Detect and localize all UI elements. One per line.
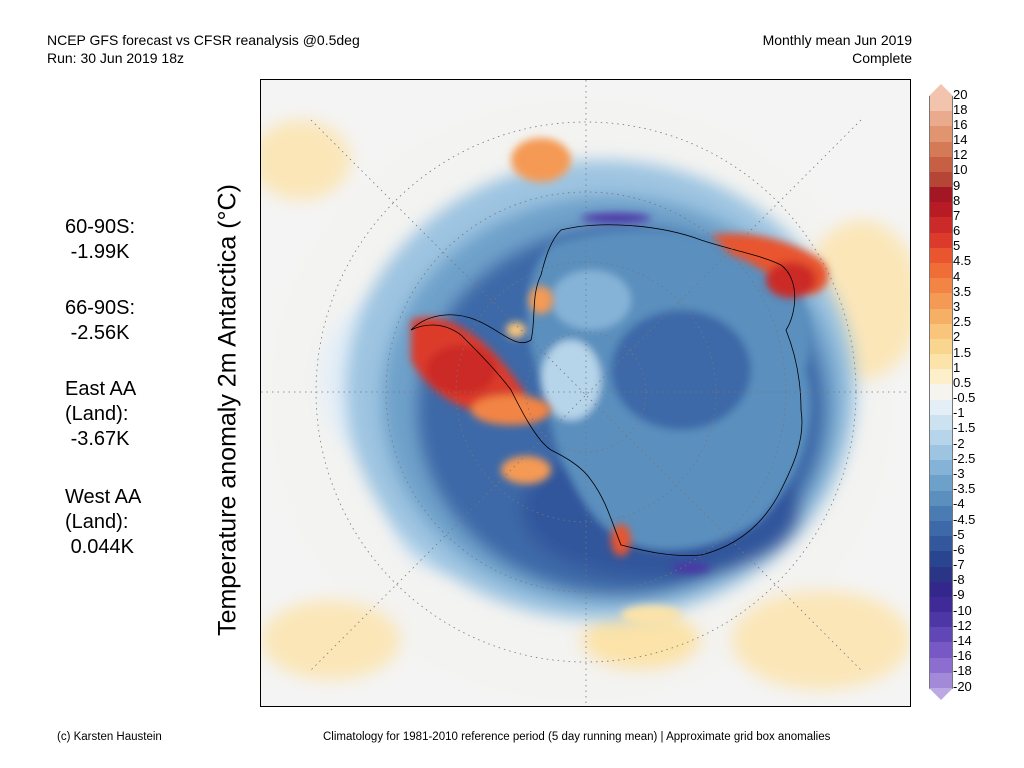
colorbar-cell bbox=[929, 399, 953, 416]
colorbar-label: -12 bbox=[953, 617, 972, 633]
colorbar-label: -5 bbox=[953, 526, 965, 542]
y-axis-label: Temperature anomaly 2m Antarctica (°C) bbox=[213, 184, 242, 636]
colorbar-top-arrow bbox=[929, 84, 953, 96]
colorbar-label: 2 bbox=[953, 329, 961, 345]
colorbar-cell bbox=[929, 384, 953, 401]
colorbar-label: 1 bbox=[953, 359, 961, 375]
colorbar-cell bbox=[929, 308, 953, 325]
colorbar-cell bbox=[929, 566, 953, 583]
colorbar-label: 2.5 bbox=[953, 314, 972, 330]
colorbar-cell bbox=[929, 338, 953, 355]
stat-66-90s: 66-90S: -2.56K bbox=[65, 297, 136, 344]
coastline bbox=[410, 224, 803, 556]
colorbar-label: -2 bbox=[953, 435, 965, 451]
climatology-note: Climatology for 1981-2010 reference peri… bbox=[323, 731, 831, 743]
colorbar-cell bbox=[929, 354, 953, 370]
colorbar-label: 1.5 bbox=[953, 344, 972, 360]
colorbar-cell bbox=[929, 429, 953, 446]
colorbar-label: -20 bbox=[953, 678, 972, 694]
colorbar-cell bbox=[929, 596, 953, 613]
colorbar-cell bbox=[929, 672, 953, 689]
colorbar-cell bbox=[929, 111, 953, 127]
colorbar-label: 0.5 bbox=[953, 374, 972, 390]
credit: (c) Karsten Haustein bbox=[57, 731, 162, 743]
colorbar-label: -1 bbox=[953, 405, 965, 421]
colorbar-cell bbox=[929, 217, 953, 234]
colorbar-label: -3.5 bbox=[953, 481, 976, 497]
colorbar-label: -10 bbox=[953, 602, 972, 618]
colorbar-label: -8 bbox=[953, 572, 965, 588]
colorbar-label: -6 bbox=[953, 541, 965, 557]
stat-west-aa: West AA (Land): 0.044K bbox=[65, 486, 142, 558]
colorbar-label: 20 bbox=[953, 86, 968, 102]
colorbar-cell bbox=[929, 581, 953, 598]
colorbar-cell bbox=[929, 445, 953, 461]
colorbar-label: -16 bbox=[953, 648, 972, 664]
colorbar-cell bbox=[929, 475, 953, 492]
colorbar-cell bbox=[929, 156, 953, 173]
colorbar-label: -4 bbox=[953, 496, 965, 512]
colorbar-cell bbox=[929, 490, 953, 507]
colorbar-label: 16 bbox=[953, 116, 968, 132]
colorbar-cell bbox=[929, 627, 953, 644]
colorbar-bottom-arrow bbox=[929, 688, 953, 700]
colorbar-label: 9 bbox=[953, 177, 961, 193]
colorbar-label: 18 bbox=[953, 101, 968, 117]
colorbar-cell bbox=[929, 551, 953, 568]
colorbar-label: 10 bbox=[953, 162, 968, 178]
colorbar-cell bbox=[929, 262, 953, 279]
colorbar-label: -1.5 bbox=[953, 420, 976, 436]
stat-east-aa: East AA (Land): -3.67K bbox=[65, 378, 137, 450]
colorbar-label: -14 bbox=[953, 632, 972, 648]
colorbar-cell bbox=[929, 278, 953, 294]
colorbar-cell bbox=[929, 414, 953, 431]
colorbar-label: 3.5 bbox=[953, 283, 972, 299]
stat-60-90s: 60-90S: -1.99K bbox=[65, 216, 136, 263]
colorbar-label: -0.5 bbox=[953, 390, 976, 406]
colorbar-cell bbox=[929, 293, 953, 310]
colorbar-cell bbox=[929, 202, 953, 219]
colorbar-label: 6 bbox=[953, 223, 961, 239]
colorbar-label: 4 bbox=[953, 268, 961, 284]
colorbar-label: 3 bbox=[953, 299, 961, 314]
map-period: Monthly mean Jun 2019 Complete bbox=[762, 32, 912, 66]
colorbar-cell bbox=[929, 536, 953, 552]
colorbar-cell bbox=[929, 657, 953, 674]
colorbar-cell bbox=[929, 171, 953, 188]
colorbar-label: -2.5 bbox=[953, 450, 976, 466]
colorbar-label: -4.5 bbox=[953, 511, 976, 527]
colorbar-label: 5 bbox=[953, 238, 961, 254]
colorbar-cell bbox=[929, 232, 953, 249]
colorbar-label: 12 bbox=[953, 147, 968, 163]
antarctic-continent bbox=[527, 230, 811, 551]
colorbar-cell bbox=[929, 247, 953, 264]
cold-anomalies bbox=[581, 213, 711, 573]
colorbar-label: 14 bbox=[953, 132, 968, 148]
colorbar-label: -3 bbox=[953, 465, 965, 481]
colorbar-label: 4.5 bbox=[953, 253, 972, 269]
colorbar-cell bbox=[929, 460, 953, 477]
colorbar-label: -18 bbox=[953, 663, 972, 679]
colorbar-label: 7 bbox=[953, 207, 961, 223]
graticule bbox=[261, 80, 910, 706]
colorbar-cell bbox=[929, 505, 953, 522]
colorbar-cell bbox=[929, 126, 953, 143]
colorbar-label: 8 bbox=[953, 192, 961, 208]
colorbar-cell bbox=[929, 612, 953, 628]
colorbar-cell bbox=[929, 642, 953, 659]
colorbar-cell bbox=[929, 187, 953, 203]
colorbar-cell bbox=[929, 369, 953, 385]
anomaly-map bbox=[260, 79, 911, 707]
map-canvas bbox=[261, 80, 910, 706]
colorbar-cell bbox=[929, 521, 953, 537]
colorbar-cell bbox=[929, 96, 953, 112]
colorbar-cell bbox=[929, 141, 953, 158]
map-title: NCEP GFS forecast vs CFSR reanalysis @0.… bbox=[47, 32, 360, 66]
colorbar-cell bbox=[929, 323, 953, 340]
colorbar-label: -9 bbox=[953, 587, 965, 603]
colorbar-label: -7 bbox=[953, 557, 965, 573]
